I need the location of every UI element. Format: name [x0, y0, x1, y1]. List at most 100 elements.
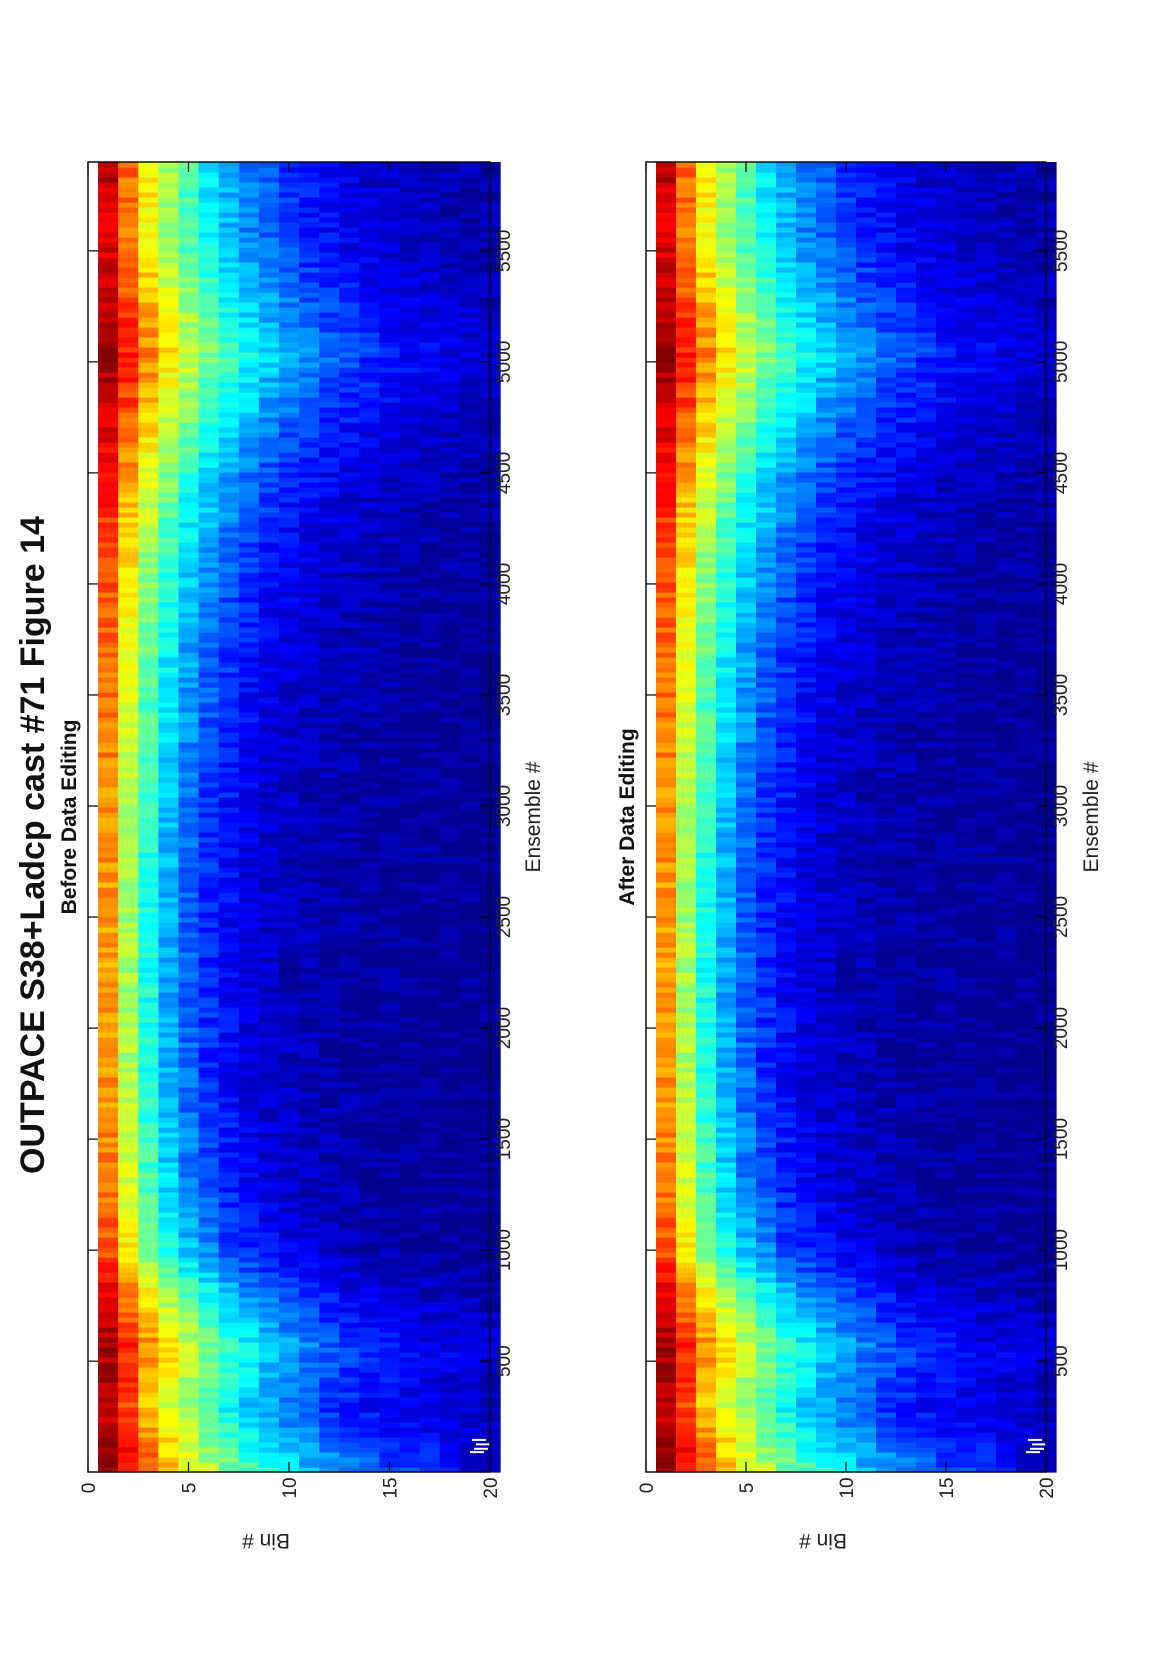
- heatmap-cell: [459, 962, 481, 968]
- heatmap-cell: [459, 1042, 481, 1048]
- heatmap-cell: [319, 237, 340, 243]
- heatmap-cell: [359, 357, 381, 363]
- heatmap-cell: [158, 1217, 180, 1223]
- heatmap-cell: [138, 1197, 159, 1203]
- heatmap-cell: [299, 437, 320, 443]
- heatmap-cell: [299, 1097, 320, 1103]
- heatmap-cell: [459, 1437, 481, 1443]
- heatmap-cell: [218, 727, 240, 733]
- heatmap-cell: [158, 922, 180, 928]
- heatmap-cell: [138, 397, 159, 403]
- heatmap-cell: [138, 1322, 159, 1328]
- heatmap-cell: [459, 1232, 481, 1238]
- heatmap-cell: [178, 1062, 200, 1068]
- heatmap-cell: [299, 322, 320, 328]
- heatmap-cell: [238, 272, 260, 278]
- heatmap-cell: [278, 742, 300, 748]
- heatmap-cell: [419, 387, 441, 393]
- heatmap-cell: [339, 787, 360, 793]
- heatmap-cell: [319, 1342, 340, 1348]
- heatmap-cell: [138, 717, 159, 723]
- heatmap-cell: [459, 1397, 481, 1403]
- heatmap-cell: [278, 1447, 300, 1453]
- heatmap-cell: [299, 547, 320, 553]
- heatmap-cell: [439, 867, 461, 873]
- heatmap-cell: [459, 577, 481, 583]
- heatmap-cell: [299, 812, 320, 818]
- heatmap-cell: [379, 632, 401, 638]
- heatmap-cell: [118, 992, 139, 998]
- heatmap-cell: [158, 1032, 180, 1038]
- heatmap-cell: [419, 567, 441, 573]
- heatmap-cell: [258, 1432, 280, 1438]
- heatmap-cell: [419, 392, 441, 398]
- heatmap-cell: [459, 432, 481, 438]
- heatmap-cell: [258, 1142, 280, 1148]
- heatmap-cell: [339, 657, 360, 663]
- heatmap-cell: [258, 787, 280, 793]
- heatmap-cell: [198, 832, 220, 838]
- heatmap-cell: [399, 977, 421, 983]
- heatmap-cell: [379, 422, 401, 428]
- heatmap-cell: [198, 537, 220, 543]
- heatmap-cell: [118, 877, 139, 883]
- heatmap-cell: [258, 767, 280, 773]
- heatmap-cell: [359, 512, 381, 518]
- heatmap-cell: [98, 1297, 119, 1303]
- heatmap-cell: [258, 1282, 280, 1288]
- heatmap-cell: [258, 227, 280, 233]
- heatmap-cell: [98, 897, 119, 903]
- heatmap-cell: [299, 1187, 320, 1193]
- heatmap-cell: [439, 452, 461, 458]
- heatmap-cell: [439, 582, 461, 588]
- heatmap-cell: [218, 1142, 240, 1148]
- heatmap-cell: [118, 1337, 139, 1343]
- heatmap-cell: [419, 252, 441, 258]
- heatmap-cell: [178, 1387, 200, 1393]
- heatmap-cell: [138, 1137, 159, 1143]
- heatmap-cell: [218, 1132, 240, 1138]
- heatmap-cell: [278, 342, 300, 348]
- heatmap-cell: [319, 1077, 340, 1083]
- heatmap-cell: [379, 337, 401, 343]
- heatmap-cell: [278, 977, 300, 983]
- heatmap-cell: [359, 1287, 381, 1293]
- heatmap-cell: [379, 1432, 401, 1438]
- heatmap-cell: [439, 1327, 461, 1333]
- heatmap-cell: [299, 897, 320, 903]
- heatmap-cell: [98, 537, 119, 543]
- heatmap-cell: [339, 897, 360, 903]
- heatmap-cell: [299, 1027, 320, 1033]
- heatmap-cell: [198, 267, 220, 273]
- heatmap-cell: [278, 1012, 300, 1018]
- heatmap-cell: [359, 652, 381, 658]
- heatmap-cell: [158, 362, 180, 368]
- heatmap-cell: [359, 1322, 381, 1328]
- heatmap-cell: [218, 887, 240, 893]
- heatmap-cell: [198, 1192, 220, 1198]
- heatmap-cell: [299, 432, 320, 438]
- heatmap-cell: [459, 712, 481, 718]
- heatmap-cell: [419, 1302, 441, 1308]
- heatmap-cell: [359, 1057, 381, 1063]
- heatmap-cell: [359, 322, 381, 328]
- heatmap-cell: [138, 1222, 159, 1228]
- heatmap-cell: [419, 417, 441, 423]
- heatmap-cell: [439, 877, 461, 883]
- heatmap-cell: [459, 352, 481, 358]
- heatmap-cell: [258, 1467, 280, 1473]
- heatmap-cell: [419, 1362, 441, 1368]
- heatmap-cell: [198, 862, 220, 868]
- heatmap-cell: [399, 792, 421, 798]
- heatmap-cell: [339, 352, 360, 358]
- heatmap-cell: [138, 1237, 159, 1243]
- heatmap-cell: [399, 597, 421, 603]
- heatmap-cell: [118, 1157, 139, 1163]
- heatmap-cell: [439, 1252, 461, 1258]
- heatmap-cell: [258, 297, 280, 303]
- heatmap-cell: [258, 1272, 280, 1278]
- heatmap-cell: [118, 857, 139, 863]
- heatmap-cell: [98, 782, 119, 788]
- heatmap-cell: [138, 842, 159, 848]
- heatmap-cell: [399, 727, 421, 733]
